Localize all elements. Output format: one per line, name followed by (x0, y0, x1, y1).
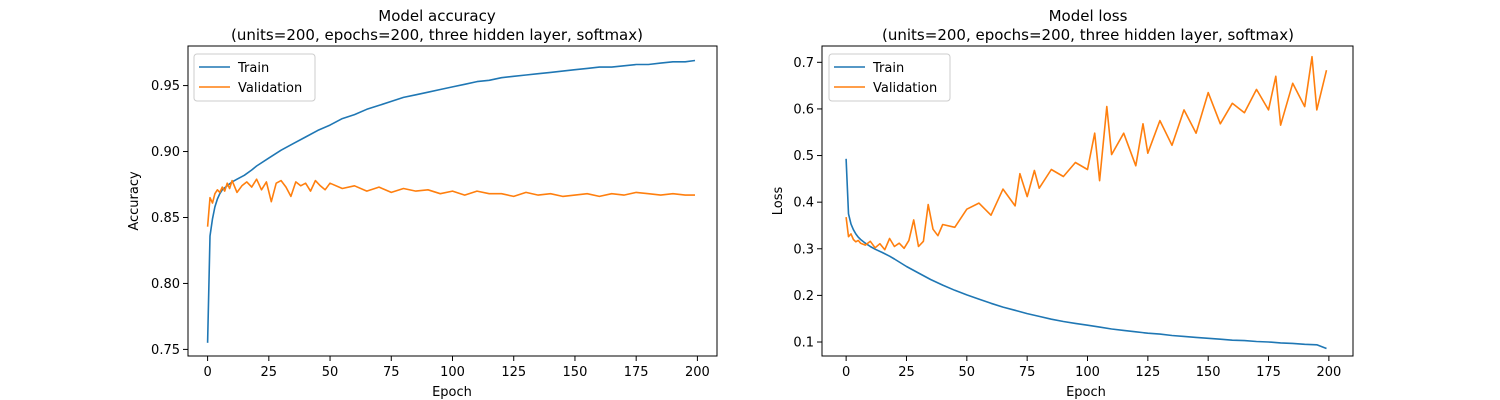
accuracy-x-tick-label: 200 (685, 365, 710, 380)
loss-series-train-line (845, 158, 1327, 350)
accuracy-x-tick-label: 100 (440, 365, 465, 380)
loss-x-tick-label: 175 (1256, 365, 1281, 380)
accuracy-ticks-layer: 0 25 50 75 100 125 150 175 200 0.75 0.80 0.85 0.90 0.… (151, 79, 710, 380)
loss-ticks-layer: 0 25 50 75 100 125 150 175 200 0.1 0.2 0.3 0.4 0.5 0.6… (793, 56, 1341, 380)
accuracy-x-tick-label: 175 (624, 365, 649, 380)
loss-y-axis-label: Loss (771, 187, 786, 216)
accuracy-x-tick-label: 0 (203, 365, 211, 380)
loss-legend: Train Validation (828, 53, 951, 102)
loss-legend-validation-label: Validation (873, 81, 937, 96)
accuracy-legend-validation-label: Validation (238, 81, 302, 96)
accuracy-x-tick-label: 50 (322, 365, 339, 380)
accuracy-x-tick-label: 75 (383, 365, 400, 380)
loss-x-tick-label: 125 (1135, 365, 1160, 380)
accuracy-x-axis-label: Epoch (432, 385, 472, 400)
loss-y-tick-label: 0.5 (793, 149, 814, 164)
loss-x-tick-label: 150 (1196, 365, 1221, 380)
loss-legend-train-label: Train (872, 61, 904, 76)
accuracy-y-axis-label: Accuracy (127, 171, 142, 231)
loss-plot-frame (821, 45, 1354, 357)
loss-series-layer (845, 55, 1328, 350)
accuracy-chart: Model accuracy (units=200, epochs=200, t… (127, 7, 718, 400)
accuracy-legend: Train Validation (193, 53, 316, 102)
loss-chart-title-line-1: Model loss (1049, 7, 1128, 25)
accuracy-chart-title-line-1: Model accuracy (378, 7, 496, 25)
accuracy-y-tick-label: 0.80 (151, 277, 180, 292)
loss-y-tick-label: 0.7 (793, 56, 814, 71)
loss-y-tick-label: 0.1 (793, 336, 814, 351)
loss-y-tick-label: 0.3 (793, 242, 814, 257)
accuracy-x-tick-label: 150 (563, 365, 588, 380)
loss-x-axis-label: Epoch (1066, 385, 1106, 400)
accuracy-y-tick-label: 0.75 (151, 343, 180, 358)
loss-y-tick-label: 0.6 (793, 102, 814, 117)
loss-chart-title-line-2: (units=200, epochs=200, three hidden lay… (882, 26, 1294, 44)
loss-chart: Model loss (units=200, epochs=200, three… (771, 7, 1354, 400)
accuracy-y-tick-label: 0.90 (151, 145, 180, 160)
loss-legend-frame (828, 53, 951, 102)
accuracy-chart-title-line-2: (units=200, epochs=200, three hidden lay… (231, 26, 643, 44)
loss-x-tick-label: 100 (1075, 365, 1100, 380)
loss-x-tick-label: 0 (842, 365, 850, 380)
loss-x-tick-label: 25 (898, 365, 915, 380)
accuracy-plot-frame (187, 45, 718, 357)
accuracy-y-tick-label: 0.95 (151, 79, 180, 94)
loss-x-tick-label: 75 (1019, 365, 1036, 380)
accuracy-legend-train-label: Train (237, 61, 269, 76)
loss-series-validation-line (845, 55, 1328, 251)
loss-x-tick-label: 200 (1316, 365, 1341, 380)
accuracy-y-tick-label: 0.85 (151, 211, 180, 226)
loss-y-tick-label: 0.2 (793, 289, 814, 304)
accuracy-series-layer (206, 59, 696, 343)
accuracy-legend-frame (193, 53, 316, 102)
accuracy-x-tick-label: 125 (501, 365, 526, 380)
accuracy-x-tick-label: 25 (261, 365, 278, 380)
loss-y-tick-label: 0.4 (793, 196, 814, 211)
accuracy-series-validation-line (206, 178, 695, 227)
loss-x-tick-label: 50 (959, 365, 976, 380)
